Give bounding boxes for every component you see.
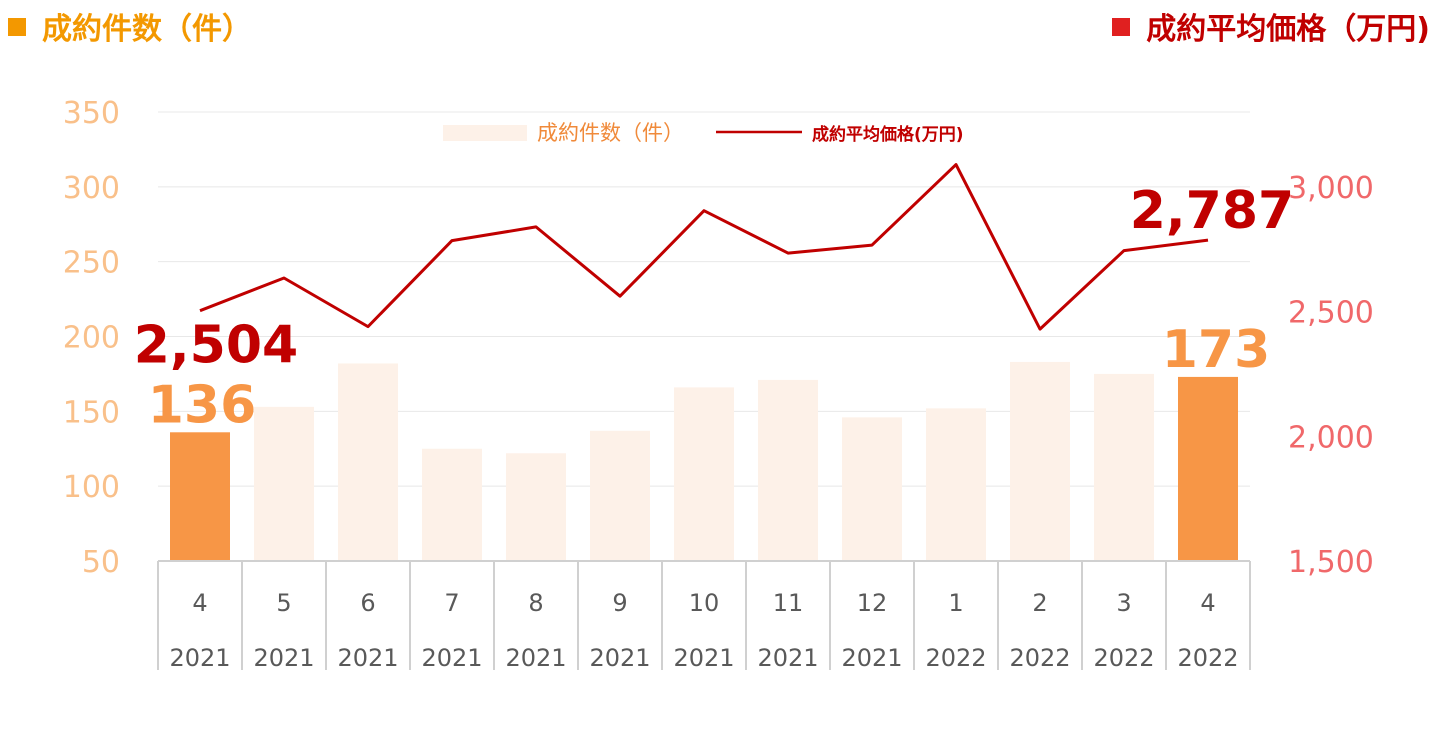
bar-value-label: 136 <box>148 375 257 435</box>
price-line-path <box>199 163 1209 331</box>
right-axis-title: 成約平均価格（万円) <box>1112 4 1430 48</box>
x-tick-year: 2022 <box>1009 644 1070 672</box>
bar-highlight <box>1178 376 1238 561</box>
bar <box>422 448 482 561</box>
bar <box>674 387 734 561</box>
x-tick-month: 5 <box>276 589 291 617</box>
bar <box>926 408 986 561</box>
x-tick-month: 7 <box>444 589 459 617</box>
x-tick-month: 10 <box>689 589 720 617</box>
bar <box>338 363 398 561</box>
legend: 成約件数（件） 成約平均価格(万円) <box>443 121 964 145</box>
x-tick-month: 2 <box>1032 589 1047 617</box>
left-axis-title-text: 成約件数（件） <box>42 12 252 47</box>
x-tick-year: 2021 <box>421 644 482 672</box>
bar <box>758 379 818 561</box>
bar <box>1094 373 1154 561</box>
x-tick-month: 4 <box>192 589 207 617</box>
bar <box>590 430 650 561</box>
right-axis-tick: 1,500 <box>1288 545 1374 580</box>
x-tick-year: 2021 <box>505 644 566 672</box>
line-value-label: 2,504 <box>134 316 298 376</box>
legend-bar-swatch <box>443 125 527 141</box>
left-axis-title: 成約件数（件） <box>8 4 252 48</box>
x-tick-month: 12 <box>857 589 888 617</box>
legend-line-label: 成約平均価格(万円) <box>812 124 964 145</box>
axes: 4 2021 5 2021 6 2021 7 2021 8 2021 9 2021 10 2021 11 20… <box>63 96 1374 672</box>
x-tick-year: 2022 <box>1177 644 1238 672</box>
bar <box>1010 361 1070 561</box>
left-axis-tick: 100 <box>63 470 120 505</box>
x-tick-year: 2021 <box>673 644 734 672</box>
right-axis-tick: 2,500 <box>1288 296 1374 331</box>
x-tick-month: 3 <box>1116 589 1131 617</box>
bar-highlight <box>170 432 230 561</box>
x-tick-month: 1 <box>948 589 963 617</box>
x-tick-year: 2021 <box>841 644 902 672</box>
red-square-icon <box>1112 18 1131 36</box>
x-tick-month: 11 <box>773 589 804 617</box>
x-tick-month: 9 <box>612 589 627 617</box>
bars <box>170 361 1238 561</box>
bar <box>842 417 902 561</box>
left-axis-tick: 200 <box>63 321 120 356</box>
price-line <box>199 163 1209 331</box>
x-tick-month: 8 <box>528 589 543 617</box>
x-tick-year: 2022 <box>1093 644 1154 672</box>
left-axis-tick: 350 <box>63 96 120 131</box>
orange-square-icon <box>8 18 26 36</box>
x-tick-year: 2022 <box>925 644 986 672</box>
right-axis-tick: 3,000 <box>1288 171 1374 206</box>
right-axis-tick: 2,000 <box>1288 420 1374 455</box>
x-tick-year: 2021 <box>337 644 398 672</box>
left-axis-tick: 150 <box>63 395 120 430</box>
legend-bar-label: 成約件数（件） <box>537 121 684 145</box>
bar <box>506 453 566 561</box>
x-tick-year: 2021 <box>253 644 314 672</box>
left-axis-tick: 250 <box>63 246 120 281</box>
x-tick-month: 6 <box>360 589 375 617</box>
data-labels: 136 173 2,504 2,787 <box>134 181 1294 435</box>
x-tick-year: 2021 <box>169 644 230 672</box>
bar <box>254 406 314 561</box>
left-axis-tick: 300 <box>63 171 120 206</box>
line-value-label: 2,787 <box>1130 181 1294 241</box>
x-tick-year: 2021 <box>757 644 818 672</box>
right-axis-title-text: 成約平均価格（万円) <box>1146 12 1430 47</box>
x-tick-month: 4 <box>1200 589 1215 617</box>
x-tick-year: 2021 <box>589 644 650 672</box>
left-axis-tick: 50 <box>82 545 120 580</box>
bar-value-label: 173 <box>1162 320 1271 380</box>
